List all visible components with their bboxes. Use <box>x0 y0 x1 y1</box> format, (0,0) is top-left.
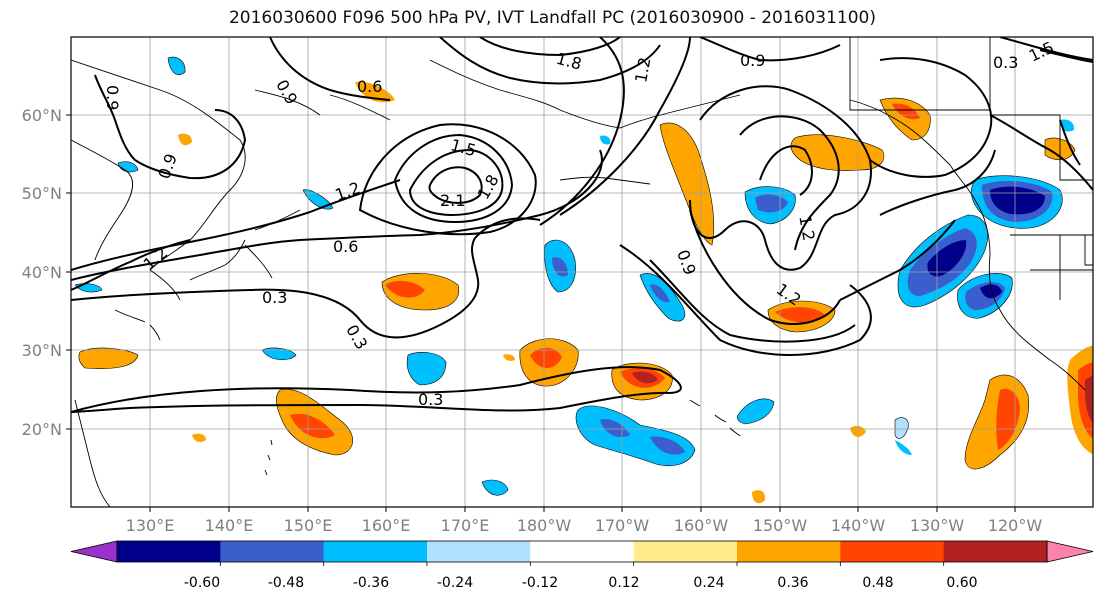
contour-label: 0.9 <box>103 85 122 110</box>
colorbar-tick-label: 0.48 <box>862 575 893 591</box>
lon-label: 150°W <box>753 516 808 535</box>
latitude-labels: 60°N 50°N 40°N 30°N 20°N <box>22 106 62 439</box>
colorbar-tick-label: 0.24 <box>693 575 724 591</box>
lon-label: 160°E <box>362 516 411 535</box>
lon-label: 140°E <box>205 516 254 535</box>
contour-label: 1.2 <box>795 214 818 242</box>
colorbar-tick-label: -0.24 <box>437 575 473 591</box>
colorbar-tick-label: -0.36 <box>353 575 389 591</box>
contour-label: 2.1 <box>440 191 465 210</box>
lon-label: 160°W <box>674 516 729 535</box>
graticule <box>71 37 1093 507</box>
lon-label: 130°E <box>126 516 175 535</box>
colorbar <box>70 540 1094 566</box>
colorbar-tick-labels: -0.60 -0.48 -0.36 -0.24 -0.12 0.12 0.24 … <box>184 575 978 591</box>
longitude-labels: 130°E 140°E 150°E 160°E 170°E 180°W 170°… <box>126 516 1043 535</box>
lon-label: 180°W <box>517 516 572 535</box>
colorbar-segment <box>633 541 738 562</box>
contour-label: 0.3 <box>418 390 443 409</box>
colorbar-segment <box>323 541 428 562</box>
colorbar-segment <box>737 541 841 562</box>
colorbar-tick-label: 0.12 <box>608 575 639 591</box>
lon-label: 140°W <box>831 516 886 535</box>
colorbar-tick-label: 0.60 <box>946 575 977 591</box>
colorbar-segment <box>117 541 221 562</box>
colorbar-segment <box>840 541 945 562</box>
lat-label: 20°N <box>22 420 62 439</box>
contour-label: 0.6 <box>357 77 382 96</box>
colorbar-extend-high <box>1046 540 1094 563</box>
lat-label: 60°N <box>22 106 62 125</box>
colorbar-segment <box>220 541 325 562</box>
colorbar-extend-low <box>70 540 118 563</box>
lat-label: 40°N <box>22 263 62 282</box>
contour-label: 0.9 <box>740 51 765 70</box>
lon-label: 150°E <box>284 516 333 535</box>
colorbar-tick-label: -0.12 <box>522 575 558 591</box>
contour-label: 0.3 <box>993 53 1018 72</box>
colorbar-border <box>116 540 1048 563</box>
map-title: 2016030600 F096 500 hPa PV, IVT Landfall… <box>228 8 876 28</box>
pv-contours <box>71 37 1093 413</box>
lat-label: 30°N <box>22 341 62 360</box>
colorbar-segment <box>943 541 1048 562</box>
lon-label: 170°W <box>595 516 650 535</box>
lon-label: 130°W <box>910 516 965 535</box>
lat-label: 50°N <box>22 184 62 203</box>
contour-label: 0.3 <box>262 288 287 307</box>
colorbar-tick-label: -0.60 <box>184 575 220 591</box>
contour-label: 0.6 <box>333 237 358 256</box>
lon-label: 120°W <box>988 516 1043 535</box>
lon-label: 170°E <box>441 516 490 535</box>
colorbar-segment <box>530 541 635 562</box>
colorbar-tick-label: -0.48 <box>268 575 304 591</box>
axis-ticks <box>66 114 1016 512</box>
colorbar-tick-label: 0.36 <box>777 575 808 591</box>
contour-label: 1.2 <box>631 56 654 84</box>
colorbar-segment <box>427 541 531 562</box>
